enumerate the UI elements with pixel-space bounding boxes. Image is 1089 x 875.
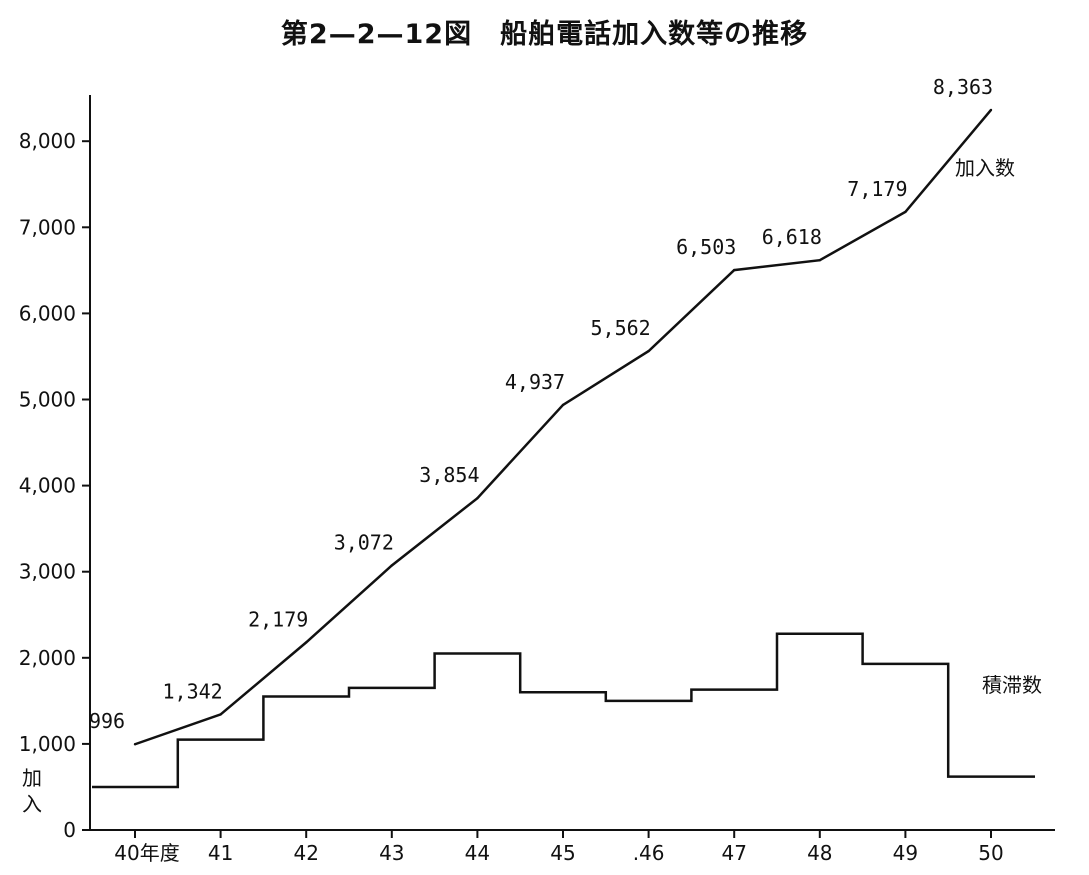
x-ticks: 40年度 41 42 43 44 45 .46 47 48 49 50 (114, 830, 1004, 865)
y-tick-label: 6,000 (19, 301, 76, 325)
series-label-backlog: 積滞数 (982, 673, 1042, 697)
data-point (818, 258, 821, 262)
y-tick-label: 0 (63, 818, 76, 842)
y-tick-label: 8,000 (19, 129, 76, 153)
y-tick-label: 5,000 (19, 388, 76, 412)
y-tick-label: 2,000 (19, 646, 76, 670)
data-point (989, 108, 993, 112)
data-point (305, 641, 308, 644)
x-tick-label: 42 (293, 841, 318, 865)
chart-title: 第2—2—12図 船舶電話加入数等の推移 (280, 19, 809, 50)
y-ticks: 0 1,000 2,000 3,000 4,000 5,000 6,000 7,000 8,00… (19, 129, 90, 842)
data-label: 4,937 (505, 370, 565, 394)
data-point (390, 564, 393, 567)
x-tick-label: 40年度 (114, 841, 179, 865)
data-point (647, 349, 650, 353)
x-tick-label: 47 (721, 841, 746, 865)
y-tick-label: 4,000 (19, 474, 76, 498)
data-label: 3,854 (419, 463, 479, 487)
x-tick-label: 41 (208, 841, 233, 865)
labels-layer: 996 1,342 2,179 3,072 3,854 4,937 5,562 6,503 6,… (89, 75, 1042, 733)
data-label: 2,179 (248, 607, 308, 631)
data-label: 7,179 (847, 177, 907, 201)
y-tick-label: 3,000 (19, 560, 76, 584)
data-point (733, 268, 736, 272)
data-label: 8,363 (933, 75, 993, 99)
y-axis-label: 加 (22, 766, 42, 790)
data-point (133, 743, 137, 746)
series-layer (92, 108, 1035, 789)
x-tick-label: .46 (633, 841, 665, 865)
data-point (219, 713, 222, 716)
x-tick-label: 45 (550, 841, 575, 865)
y-tick-label: 7,000 (19, 215, 76, 239)
x-tick-label: 48 (807, 841, 832, 865)
data-label: 1,342 (162, 679, 222, 703)
data-label: 6,503 (676, 235, 736, 259)
data-label: 5,562 (590, 316, 650, 340)
data-label: 6,618 (762, 225, 822, 249)
data-point (476, 496, 479, 500)
y-tick-label: 1,000 (19, 732, 76, 756)
data-label: 996 (89, 709, 125, 733)
y-axis-label: 入 (22, 792, 42, 816)
series-step-backlog (92, 632, 1035, 789)
x-tick-label: 43 (379, 841, 404, 865)
data-label: 3,072 (334, 531, 394, 555)
x-tick-label: 49 (893, 841, 918, 865)
data-point (561, 403, 565, 407)
series-label-subscribers: 加入数 (955, 156, 1015, 180)
data-point (904, 210, 907, 214)
x-tick-label: 44 (465, 841, 490, 865)
x-tick-label: 50 (978, 841, 1003, 865)
